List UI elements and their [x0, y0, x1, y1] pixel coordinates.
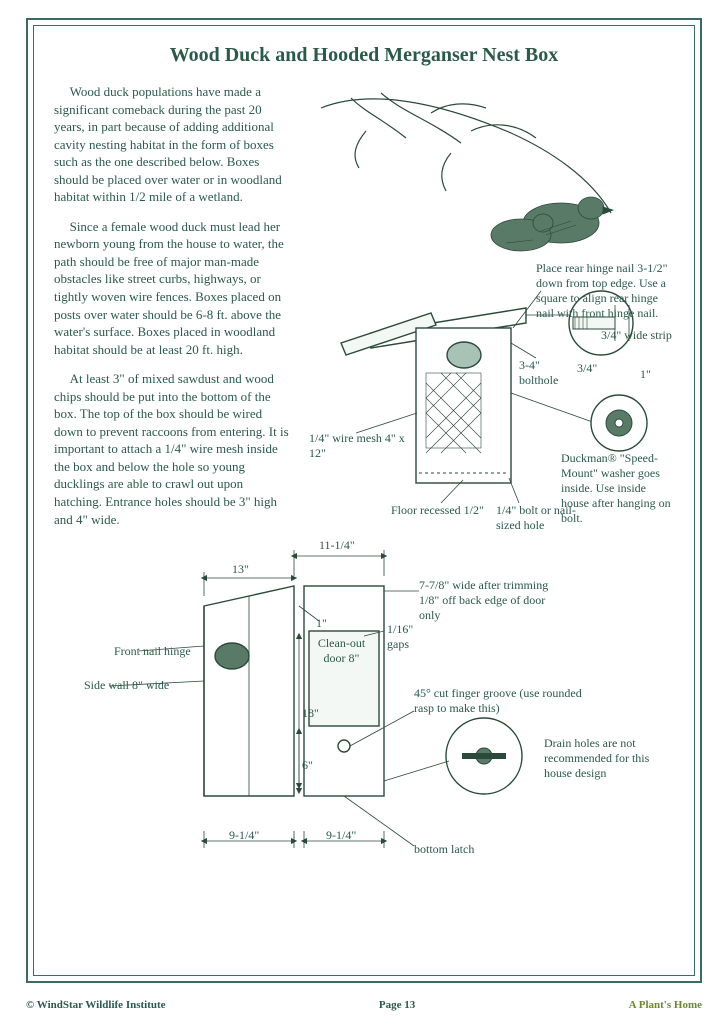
callout-bolt-nail-hole: 1/4" bolt or nail-sized hole — [496, 503, 576, 533]
callout-bolthole: 3-4" bolthole — [519, 358, 569, 388]
callout-bottom-latch: bottom latch — [414, 842, 474, 857]
paragraph-1: Wood duck populations have made a signif… — [54, 83, 289, 206]
inner-border: Wood Duck and Hooded Merganser Nest Box … — [33, 25, 695, 976]
callout-wire-mesh: 1/4" wire mesh 4" x 12" — [309, 431, 409, 461]
body-text-column: Wood duck populations have made a signif… — [54, 83, 289, 540]
page-footer: © WindStar Wildlife Institute Page 13 A … — [26, 999, 702, 1011]
dim-1: 1" — [316, 616, 327, 631]
callout-wide-strip: 3/4" wide strip — [601, 328, 672, 343]
dim-11-14: 11-1/4" — [319, 538, 355, 553]
callout-drain-holes: Drain holes are not recommended for this… — [544, 736, 674, 781]
callout-strip-34: 3/4" — [577, 361, 597, 376]
callout-finger-groove: 45° cut finger groove (use rounded rasp … — [414, 686, 584, 716]
diagram-column: Place rear hinge nail 3-1/2" down from t… — [301, 83, 674, 540]
callout-duckman: Duckman® "Speed-Mount" washer goes insid… — [561, 451, 676, 526]
callout-side-wall: Side wall 8" wide — [84, 678, 169, 693]
footer-right: A Plant's Home — [629, 999, 702, 1011]
page-title: Wood Duck and Hooded Merganser Nest Box — [54, 44, 674, 67]
callout-front-nail-hinge: Front nail hinge — [114, 644, 191, 659]
paragraph-2: Since a female wood duck must lead her n… — [54, 218, 289, 358]
callout-rear-hinge: Place rear hinge nail 3-1/2" down from t… — [536, 261, 671, 321]
callout-cleanout-door: Clean-out door 8" — [309, 636, 374, 666]
dim-6: 6" — [302, 758, 313, 773]
dim-18: 18" — [302, 706, 319, 721]
callout-strip-1: 1" — [640, 367, 651, 382]
dim-13: 13" — [232, 562, 249, 577]
dim-9-14-a: 9-1/4" — [229, 828, 259, 843]
callout-gaps: 1/16" gaps — [387, 622, 427, 652]
footer-copyright: © WindStar Wildlife Institute — [26, 999, 166, 1011]
dim-9-14-b: 9-1/4" — [326, 828, 356, 843]
outer-border: Wood Duck and Hooded Merganser Nest Box … — [26, 18, 702, 983]
callout-floor-recessed: Floor recessed 1/2" — [391, 503, 484, 518]
callout-wide-after-trim: 7-7/8" wide after trimming 1/8" off back… — [419, 578, 569, 623]
ducks-on-branch-illustration — [311, 83, 641, 283]
paragraph-3: At least 3" of mixed sawdust and wood ch… — [54, 370, 289, 528]
footer-page: Page 13 — [379, 999, 415, 1011]
body-row: Wood duck populations have made a signif… — [54, 83, 674, 540]
nestbox-dimensioned-diagram — [54, 536, 674, 896]
